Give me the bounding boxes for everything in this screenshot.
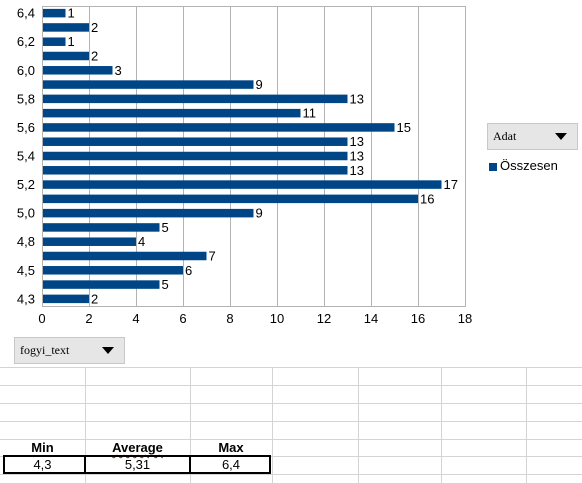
- x-tick-label: 12: [317, 311, 331, 326]
- y-tick-label: 5,0: [17, 206, 35, 221]
- triangle-down-icon: [555, 133, 567, 140]
- data-label: 11: [303, 106, 317, 121]
- x-tick-label: 2: [85, 311, 92, 326]
- triangle-down-icon: [102, 347, 114, 354]
- data-label: 5: [162, 277, 169, 292]
- min-header: Min: [31, 440, 54, 455]
- plot-area: [42, 6, 466, 307]
- data-label: 9: [256, 77, 263, 92]
- bar: [43, 51, 89, 61]
- data-label: 1: [68, 6, 75, 21]
- bar: [43, 94, 348, 104]
- data-label: 2: [91, 20, 98, 35]
- data-label: 7: [209, 249, 216, 264]
- data-label: 3: [115, 63, 122, 78]
- spreadsheet-grid[interactable]: Min Average Max 4,3 5,31 6,4: [0, 367, 582, 483]
- data-label: 1: [68, 34, 75, 49]
- y-tick-label: 5,6: [17, 120, 35, 135]
- x-tick-label: 14: [364, 311, 378, 326]
- max-value-cell[interactable]: 6,4: [221, 457, 241, 472]
- min-value-cell[interactable]: 4,3: [33, 457, 52, 472]
- x-tick-label: 10: [270, 311, 284, 326]
- data-label: 16: [420, 191, 434, 206]
- max-header: Max: [218, 440, 244, 455]
- bar: [43, 166, 348, 175]
- bar: [43, 194, 418, 204]
- data-label: 4: [138, 234, 145, 249]
- bar: [43, 8, 66, 18]
- data-label: 13: [350, 163, 364, 178]
- y-tick-label: 4,8: [17, 234, 35, 249]
- bar: [43, 123, 395, 132]
- bar: [43, 137, 348, 146]
- y-tick-label: 6,0: [17, 63, 35, 78]
- data-label: 9: [256, 206, 263, 221]
- average-header: Average: [112, 440, 163, 455]
- y-tick-label: 6,2: [17, 34, 35, 49]
- data-field-dropdown-button[interactable]: Adat: [487, 123, 578, 150]
- data-label: 5: [162, 220, 169, 235]
- bar: [43, 280, 160, 289]
- bar: [43, 66, 113, 75]
- bar: [43, 23, 89, 32]
- bar: [43, 151, 348, 161]
- x-tick-label: 16: [411, 311, 425, 326]
- data-label: 15: [397, 120, 411, 135]
- data-label: 13: [350, 134, 364, 149]
- bar: [43, 294, 89, 304]
- y-tick-label: 5,8: [17, 91, 35, 106]
- bar: [43, 237, 136, 246]
- bar: [43, 108, 301, 118]
- bar: [43, 223, 160, 232]
- average-value-cell[interactable]: 5,31: [124, 457, 151, 472]
- bar: [43, 251, 207, 261]
- legend-swatch: [489, 163, 497, 171]
- data-label: 17: [444, 177, 458, 192]
- bar-chart: 0 2 4 6 8 10 12 14 16 182567459161713131315111393…: [17, 6, 472, 326]
- selected-range-border: [3, 455, 271, 474]
- row-field-label: fogyi_text: [20, 343, 70, 357]
- bar: [43, 266, 183, 275]
- data-field-label: Adat: [493, 129, 517, 143]
- bar: [43, 208, 254, 218]
- data-label: 2: [91, 49, 98, 64]
- y-tick-label: 6,4: [17, 6, 35, 21]
- data-label: 13: [350, 149, 364, 164]
- x-tick-label: 0: [38, 311, 45, 326]
- bar: [43, 37, 66, 46]
- x-tick-label: 4: [132, 311, 139, 326]
- bar: [43, 180, 442, 189]
- data-label: 2: [91, 291, 98, 306]
- row-field-dropdown-button[interactable]: fogyi_text: [14, 337, 125, 364]
- data-label: 13: [350, 91, 364, 106]
- y-tick-label: 4,3: [17, 291, 35, 306]
- legend-label: Összesen: [500, 158, 558, 173]
- y-tick-label: 5,2: [17, 177, 35, 192]
- x-tick-label: 18: [458, 311, 472, 326]
- x-tick-label: 6: [179, 311, 186, 326]
- y-tick-label: 4,5: [17, 263, 35, 278]
- data-label: 6: [185, 263, 192, 278]
- bar: [43, 80, 254, 89]
- y-tick-label: 5,4: [17, 149, 35, 164]
- x-tick-label: 8: [226, 311, 233, 326]
